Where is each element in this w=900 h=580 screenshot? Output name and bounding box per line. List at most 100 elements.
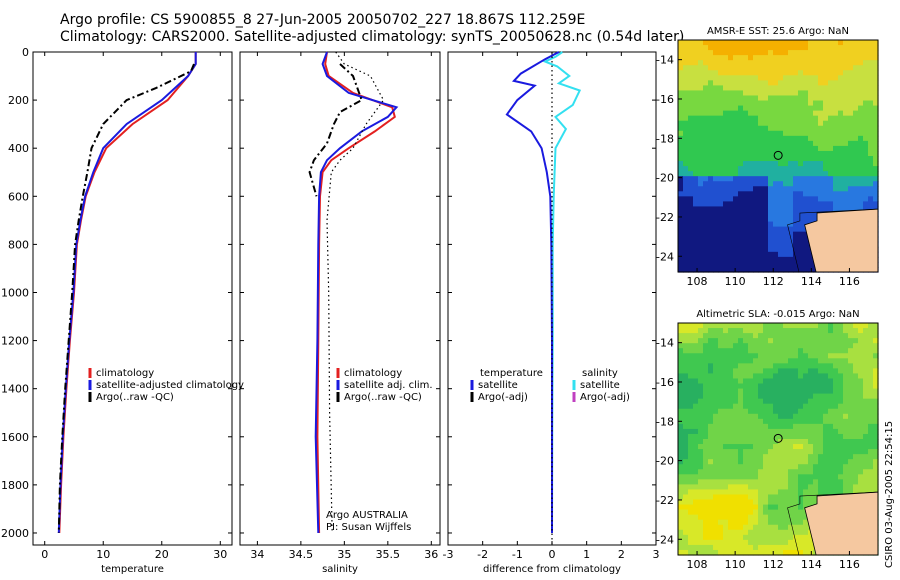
map-cell [748,45,754,51]
map-cell [743,231,749,238]
map-cell [813,479,819,485]
map-cell [843,156,849,162]
map-cell [733,489,739,496]
map-cell [758,171,764,177]
map-cell [713,393,719,400]
map-cell [718,231,724,238]
map-cell [838,373,844,380]
map-cell [688,383,694,390]
map-cell [748,403,754,410]
map-cell [813,408,819,415]
map-cell [718,216,724,223]
map-cell [793,156,799,162]
map-cell [808,100,814,107]
map-cell [678,323,684,329]
map-cell [708,393,714,400]
map-cell [763,171,769,177]
map-cell [743,433,749,440]
map-cell [868,454,874,460]
map-cell [858,145,864,152]
map-cell [743,196,749,202]
map-cell [723,444,729,450]
map-cell [708,494,714,501]
map-cell [828,171,834,177]
map-cell [863,398,869,405]
map-cell [783,323,789,329]
map-cell [748,428,754,435]
map-cell [713,95,719,102]
map-cell [758,529,764,536]
map-cell [873,100,879,107]
map-cell [748,246,754,253]
map-cell [713,156,719,162]
map-cell [728,206,734,213]
map-cell [853,191,859,197]
map-cell [763,145,769,152]
map-cell [718,211,724,218]
map-cell [768,504,774,511]
map-cell [728,181,734,187]
map-cell [808,499,814,506]
map-cell [828,140,834,147]
map-cell [728,484,734,491]
map-cell [833,469,839,475]
map-cell [693,549,699,556]
map-cell [783,156,789,162]
map-cell [743,378,749,385]
map-cell [723,95,729,102]
map-cell [813,494,819,501]
map-cell [863,60,869,66]
map-cell [763,333,769,339]
map-cell [768,156,774,162]
map-cell [728,494,734,501]
map-cell [693,363,699,369]
map-cell [763,469,769,475]
map-cell [753,201,759,208]
map-cell [738,408,744,415]
map-cell [753,176,759,182]
map-cell [848,60,854,66]
map-cell [688,373,694,380]
map-cell [698,50,704,56]
map-cell [768,135,774,142]
map-cell [698,499,704,506]
map-cell [688,459,694,465]
map-cell [743,408,749,415]
map-cell [753,393,759,400]
map-cell [798,130,804,137]
map-cell [848,388,854,395]
series-line-2-2 [314,51,399,534]
map-cell [843,433,849,440]
map-cell [773,115,779,122]
map-cell [773,166,779,172]
map-cell [723,115,729,122]
map-cell [688,444,694,450]
map-cell [708,534,714,541]
map-cell [863,358,869,364]
map-cell [768,125,774,132]
float-position-marker [773,150,783,160]
x-tick-label: 2 [618,548,625,561]
map-cell [758,216,764,223]
map-cell [868,393,874,400]
map-cell [693,519,699,526]
map-cell [748,539,754,546]
map-cell [713,130,719,137]
map-cell [703,348,709,354]
map-cell [748,353,754,359]
map-cell [778,479,784,485]
map-cell [703,418,709,425]
map-cell [853,393,859,400]
map-cell [773,85,779,92]
map-cell [848,201,854,208]
map-cell [763,484,769,491]
legend-label: temperature [480,368,543,379]
map-cell [718,140,724,147]
map-cell [693,70,699,76]
map-cell [713,489,719,496]
map-cell [863,130,869,137]
map-cell [708,418,714,425]
map-cell [783,408,789,415]
map-cell [808,181,814,187]
map-cell [743,261,749,268]
